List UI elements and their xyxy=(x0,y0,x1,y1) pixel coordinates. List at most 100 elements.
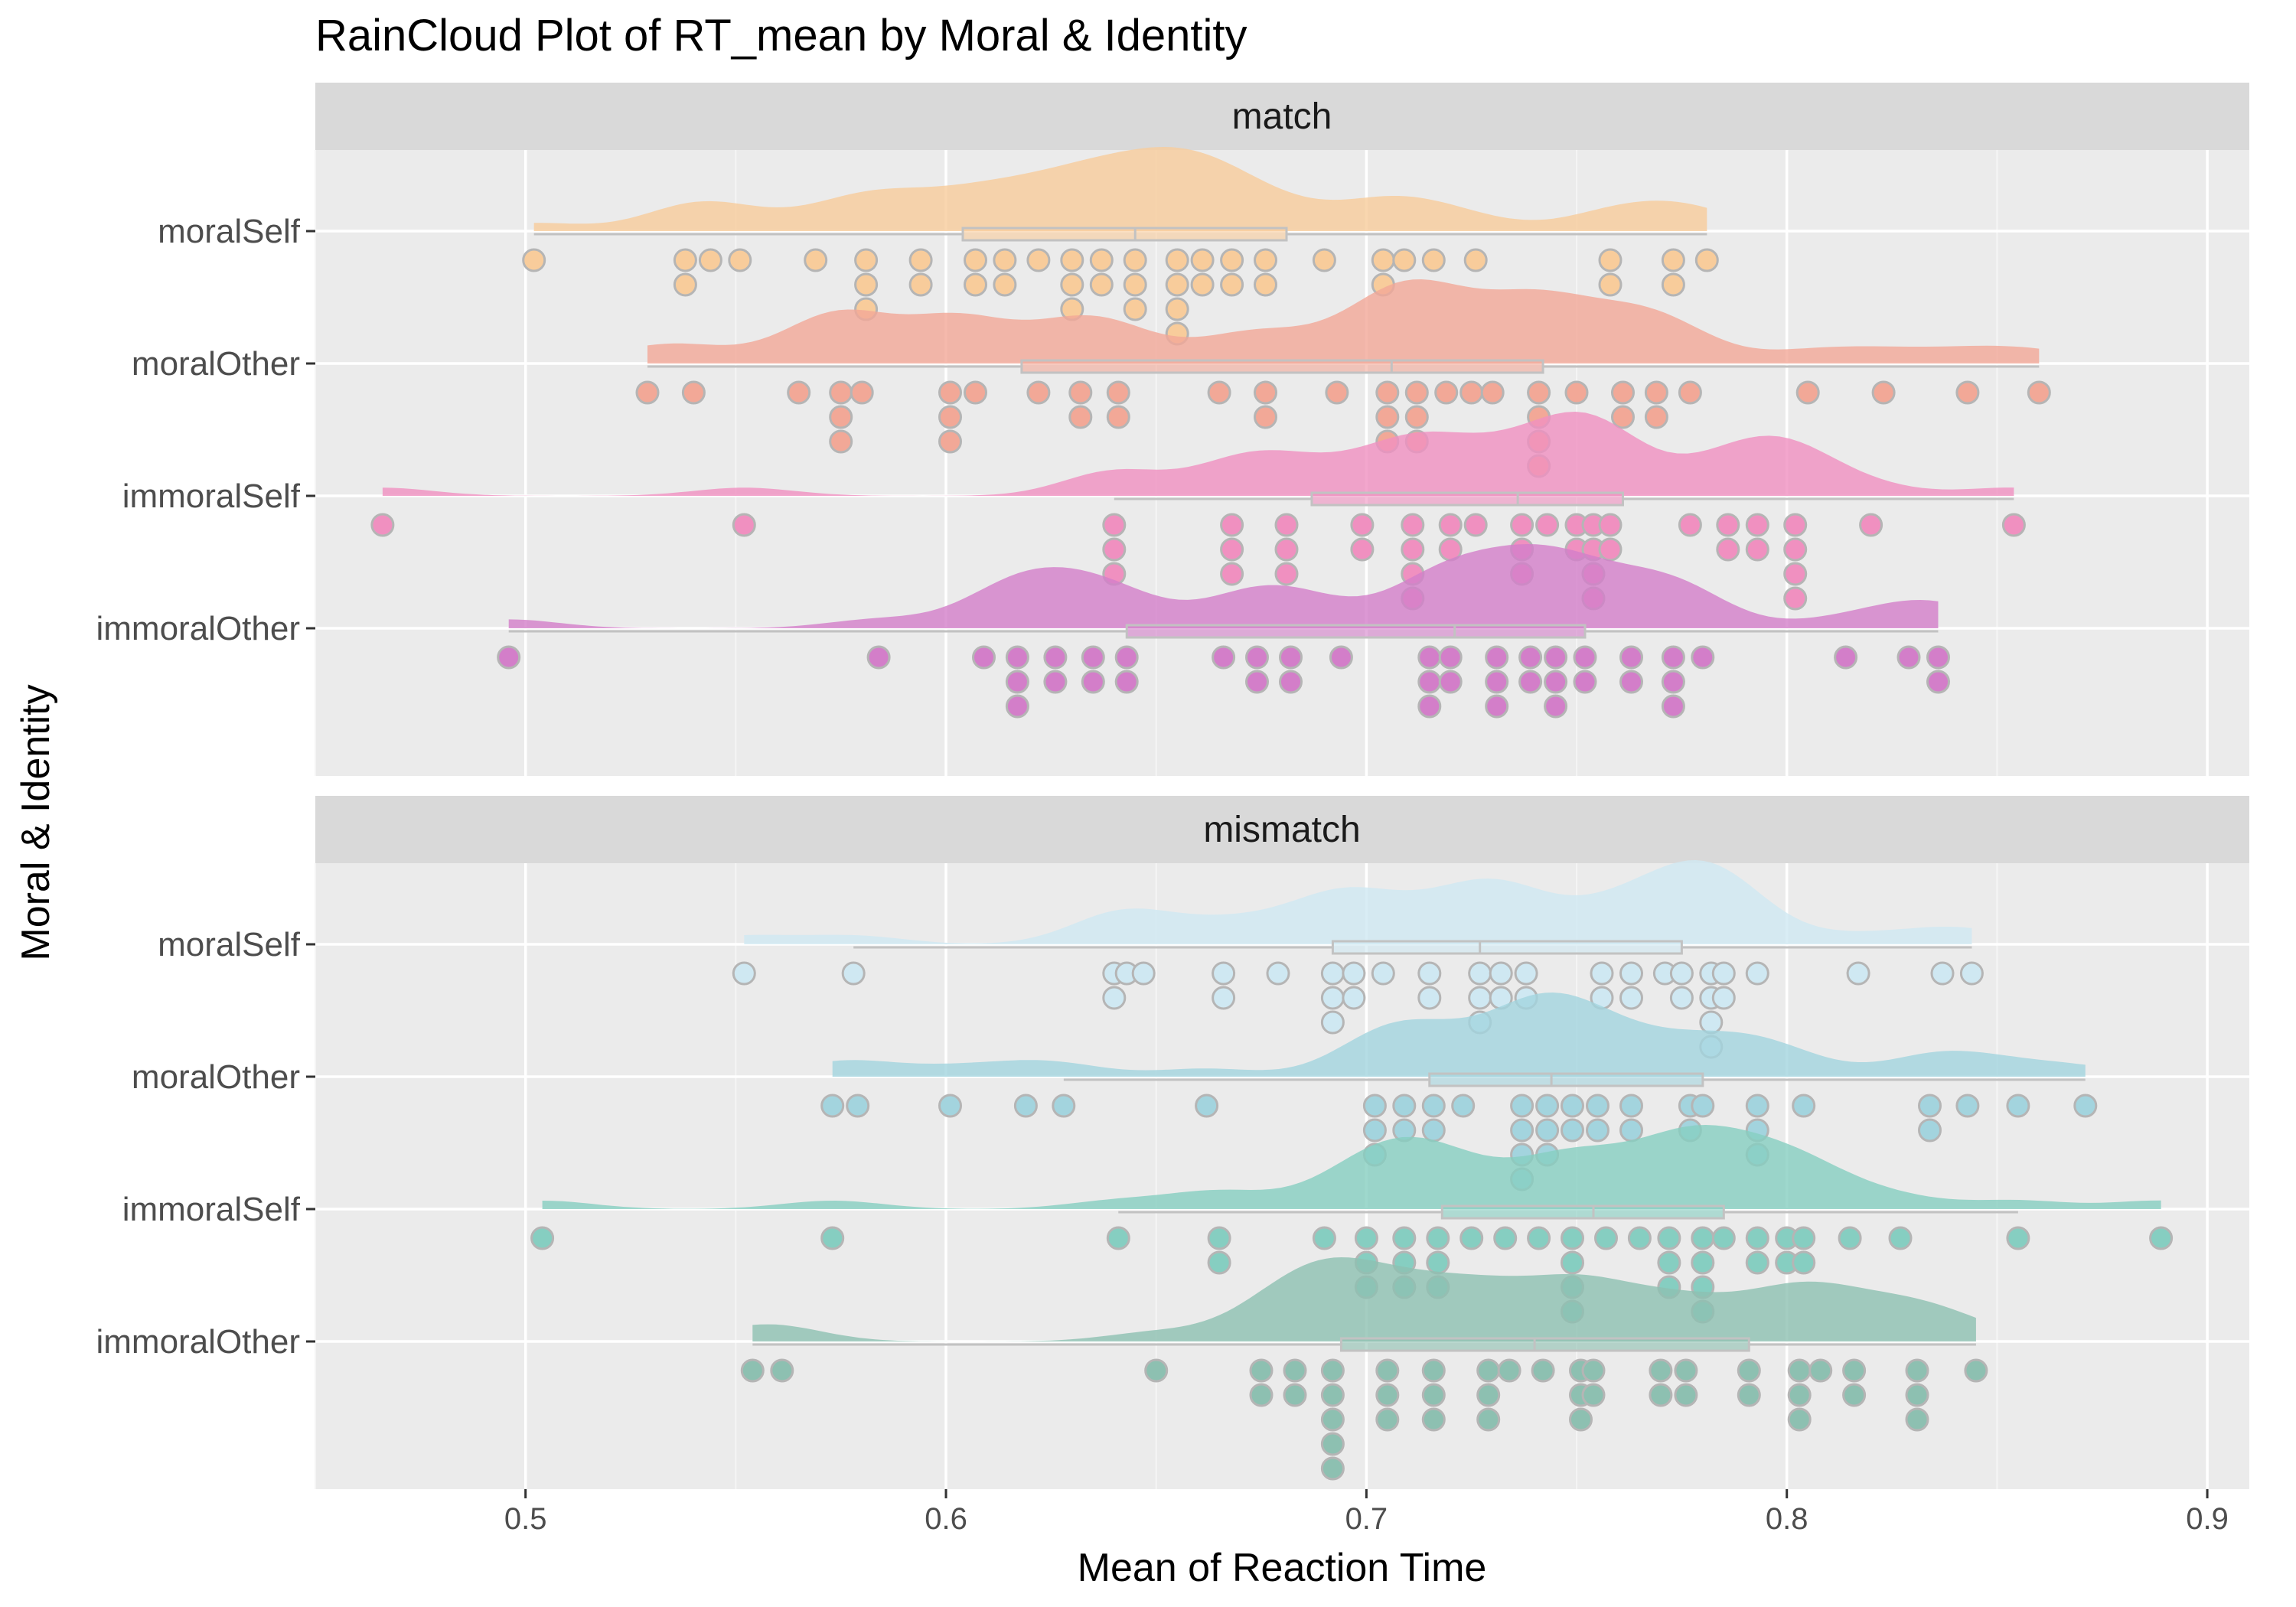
group-mismatch-immoralOther xyxy=(740,1257,1988,1481)
data-point xyxy=(370,513,395,537)
data-point xyxy=(1190,272,1215,297)
data-point xyxy=(1930,961,1955,986)
data-point xyxy=(1266,961,1290,986)
data-point xyxy=(1043,670,1068,694)
data-point xyxy=(698,248,722,272)
data-point xyxy=(1535,513,1560,537)
data-point xyxy=(1220,248,1244,272)
data-point xyxy=(1527,1226,1551,1250)
data-point xyxy=(972,645,996,670)
data-point xyxy=(1068,380,1093,405)
x-tick-label: 0.9 xyxy=(2186,1502,2229,1536)
data-point xyxy=(1649,1358,1673,1383)
panel-mismatch: mismatch moralSelf moralOther immoralSelf i… xyxy=(96,796,2249,1489)
data-point xyxy=(1102,537,1127,562)
data-point xyxy=(850,380,874,405)
data-point xyxy=(1573,645,1597,670)
data-point xyxy=(1544,694,1568,719)
data-point xyxy=(1745,961,1769,986)
data-point xyxy=(1691,1094,1715,1118)
data-point xyxy=(820,1226,845,1250)
data-point xyxy=(1325,380,1349,405)
data-point xyxy=(1350,537,1375,562)
data-point xyxy=(829,380,853,405)
data-point xyxy=(993,248,1017,272)
data-point xyxy=(1274,513,1299,537)
data-point xyxy=(1544,670,1568,694)
data-point xyxy=(1745,513,1769,537)
data-point xyxy=(1661,694,1685,719)
data-point xyxy=(1417,645,1442,670)
data-point xyxy=(1421,1118,1446,1143)
data-point xyxy=(1476,1407,1501,1432)
data-point xyxy=(770,1358,794,1383)
data-point xyxy=(1594,1226,1618,1250)
data-point xyxy=(2001,513,2026,537)
data-point xyxy=(1207,1226,1231,1250)
data-point xyxy=(1787,1358,1812,1383)
data-point xyxy=(1005,694,1029,719)
data-point xyxy=(1165,297,1189,321)
panel-match-strip xyxy=(315,83,2249,150)
data-point xyxy=(1320,1432,1345,1456)
panel-mismatch-strip xyxy=(315,796,2249,863)
data-point xyxy=(1859,513,1883,537)
data-point xyxy=(1426,1250,1450,1275)
data-point xyxy=(1561,1250,1584,1275)
data-point xyxy=(1787,1383,1812,1407)
data-point xyxy=(1510,513,1534,537)
data-point xyxy=(1013,1094,1038,1118)
category-label-immoralSelf: immoralSelf xyxy=(122,1191,301,1228)
data-point xyxy=(964,272,987,297)
data-point xyxy=(1417,961,1442,986)
chart-title: RainCloud Plot of RT_mean by Moral & Ide… xyxy=(315,11,1247,60)
data-point xyxy=(1792,1094,1816,1118)
data-point xyxy=(1598,537,1623,562)
data-point xyxy=(1518,670,1543,694)
data-point xyxy=(1476,1383,1501,1407)
data-point xyxy=(1102,986,1127,1010)
panel-match: match moralSelf moralOther immoralSelf immo… xyxy=(96,83,2249,776)
data-point xyxy=(1619,961,1643,986)
data-point xyxy=(1254,380,1277,405)
density-cloud xyxy=(832,993,2086,1077)
data-point xyxy=(1207,1250,1231,1275)
data-point xyxy=(1220,537,1244,562)
data-point xyxy=(1468,986,1492,1010)
data-point xyxy=(1737,1383,1761,1407)
data-point xyxy=(1598,272,1623,297)
data-point xyxy=(497,645,521,670)
data-point xyxy=(1573,670,1597,694)
data-point xyxy=(1489,961,1513,986)
data-point xyxy=(1535,1118,1560,1143)
data-point xyxy=(1190,248,1215,272)
data-point xyxy=(1926,645,1950,670)
data-point xyxy=(1669,986,1694,1010)
data-point xyxy=(1795,380,1820,405)
data-point xyxy=(1711,986,1736,1010)
data-point xyxy=(1320,1383,1345,1407)
data-point xyxy=(1510,1118,1534,1143)
data-point xyxy=(1320,986,1345,1010)
data-point xyxy=(1312,1226,1336,1250)
data-point xyxy=(1320,1407,1345,1432)
data-point xyxy=(1274,537,1299,562)
density-cloud xyxy=(533,147,1707,231)
data-point xyxy=(1114,670,1139,694)
data-point xyxy=(1401,513,1425,537)
category-label-immoralSelf: immoralSelf xyxy=(122,478,301,515)
y-axis-title: Moral & Identity xyxy=(14,684,58,960)
data-point xyxy=(1320,1456,1345,1481)
data-point xyxy=(1144,1358,1169,1383)
data-point xyxy=(1611,405,1635,429)
data-point xyxy=(1535,1094,1560,1118)
data-point xyxy=(1581,1358,1606,1383)
box-iqr xyxy=(1125,624,1587,639)
data-point xyxy=(1468,961,1492,986)
data-point xyxy=(938,1094,962,1118)
data-point xyxy=(1392,1226,1417,1250)
panel-mismatch-background xyxy=(315,863,2249,1489)
data-point xyxy=(1283,1358,1307,1383)
data-point xyxy=(938,429,962,454)
data-point xyxy=(1404,405,1429,429)
